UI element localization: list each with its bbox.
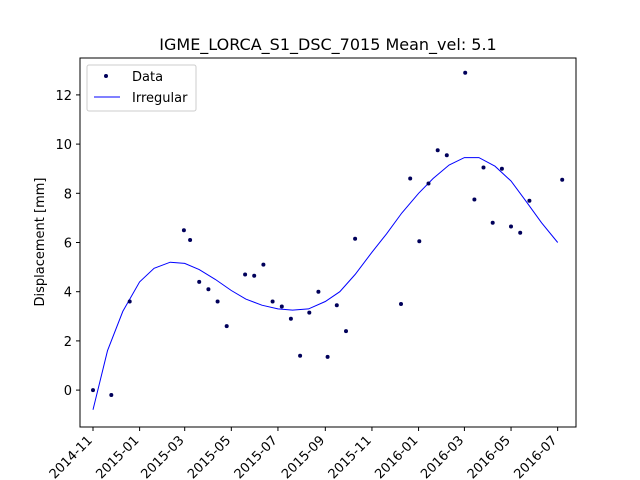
y-tick-label: 0 [64, 384, 72, 399]
data-point [481, 165, 486, 170]
data-point [252, 273, 257, 278]
data-point [316, 289, 321, 294]
data-point [325, 354, 330, 359]
x-tick-label: 2015-05 [185, 433, 234, 480]
x-tick-label: 2016-07 [511, 433, 560, 480]
data-point [463, 70, 468, 75]
data-point [334, 303, 339, 308]
data-point [181, 228, 186, 233]
y-tick-label: 10 [55, 138, 72, 153]
y-axis: 0 2 4 6 8 10 12 [55, 89, 80, 399]
data-series [91, 70, 565, 397]
legend: Data Irregular [86, 64, 197, 112]
x-tick-label: 2016-01 [372, 433, 421, 480]
data-point [509, 224, 513, 229]
data-point [307, 310, 312, 315]
data-point [408, 176, 413, 181]
x-tick-label: 2014-11 [47, 433, 96, 480]
data-point [399, 302, 403, 306]
data-point [279, 304, 284, 309]
data-point [215, 299, 220, 304]
x-axis: 2014-112015-012015-032015-052015-072015-… [47, 427, 560, 480]
data-point [444, 153, 449, 158]
chart-title: IGME_LORCA_S1_DSC_7015 Mean_vel: 5.1 [159, 35, 496, 55]
legend-data-label: Data [132, 70, 163, 85]
data-point [344, 329, 348, 334]
y-tick-label: 6 [64, 237, 72, 252]
x-tick-label: 2016-05 [465, 433, 514, 480]
data-point [353, 236, 358, 241]
data-point [527, 198, 532, 203]
x-tick-label: 2015-07 [232, 433, 281, 480]
data-point [417, 239, 422, 244]
data-point [298, 353, 303, 358]
x-tick-label: 2015-03 [139, 433, 188, 480]
fit-series [92, 157, 559, 410]
y-axis-label: Displacement [mm] [33, 178, 48, 307]
data-point [435, 148, 440, 153]
x-tick-label: 2015-09 [279, 433, 328, 480]
y-tick-label: 8 [64, 187, 72, 202]
data-point [206, 287, 211, 292]
y-tick-label: 4 [64, 286, 72, 301]
plot-area [79, 57, 577, 428]
data-point [224, 324, 229, 329]
data-point [426, 181, 431, 186]
legend-fit-label: Irregular [132, 91, 188, 106]
x-tick-label: 2015-11 [326, 433, 375, 480]
y-tick-label: 12 [55, 89, 72, 104]
x-tick-label: 2015-01 [93, 433, 142, 480]
legend-box [86, 64, 197, 112]
data-point [490, 220, 495, 225]
fit-line [92, 157, 559, 410]
data-point [270, 299, 275, 304]
data-point [518, 230, 523, 235]
data-point [288, 316, 293, 321]
data-point [243, 272, 248, 277]
x-tick-label: 2016-03 [418, 433, 467, 480]
data-point [560, 177, 565, 182]
legend-data-marker [104, 74, 108, 78]
data-point [91, 388, 95, 393]
data-point [188, 238, 193, 242]
data-point [197, 279, 202, 284]
data-point [472, 197, 477, 202]
data-point [499, 166, 504, 171]
data-point [127, 299, 132, 304]
y-tick-label: 2 [64, 335, 72, 350]
data-point [261, 262, 266, 267]
data-point [109, 393, 114, 397]
